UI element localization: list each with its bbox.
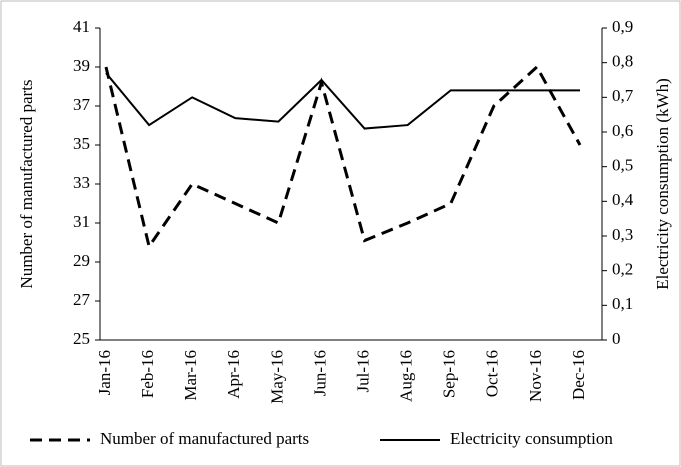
y-tick-label: 39 [73, 56, 90, 75]
y-tick-label: 35 [73, 134, 90, 153]
x-tick-label: Dec-16 [569, 350, 588, 400]
x-tick-label: Jul-16 [353, 350, 372, 393]
y2-tick-label: 0,5 [612, 156, 633, 175]
series-line [105, 72, 580, 130]
y2-tick-label: 0 [612, 329, 621, 348]
y2-axis-title: Electricity consumption (kWh) [653, 78, 672, 290]
x-tick-label: Jun-16 [310, 350, 329, 396]
y2-tick-label: 0,9 [612, 17, 633, 36]
y2-tick-label: 0,1 [612, 294, 633, 313]
y2-tick-label: 0,4 [612, 190, 634, 209]
x-tick-label: Apr-16 [224, 350, 243, 399]
x-tick-label: Sep-16 [440, 350, 459, 398]
y-tick-label: 41 [73, 17, 90, 36]
x-tick-label: Feb-16 [138, 350, 157, 398]
y-tick-label: 25 [73, 329, 90, 348]
x-tick-label: Oct-16 [483, 350, 502, 397]
x-tick-label: Aug-16 [397, 350, 416, 402]
y2-tick-label: 0,7 [612, 86, 634, 105]
x-tick-label: Nov-16 [526, 350, 545, 402]
y2-tick-label: 0,6 [612, 121, 633, 140]
series-line [104, 64, 582, 251]
y-tick-label: 31 [73, 212, 90, 231]
x-tick-label: Jan-16 [95, 350, 114, 395]
y-tick-label: 27 [73, 290, 91, 309]
legend-label: Number of manufactured parts [100, 429, 309, 448]
legend-label: Electricity consumption [450, 429, 613, 448]
y-tick-label: 29 [73, 251, 90, 270]
x-tick-label: May-16 [267, 350, 286, 404]
x-tick-label: Mar-16 [181, 350, 200, 401]
y2-tick-label: 0,3 [612, 225, 633, 244]
y2-tick-label: 0,2 [612, 260, 633, 279]
y2-tick-label: 0,8 [612, 52, 633, 71]
y-axis-title: Number of manufactured parts [17, 79, 36, 288]
y-tick-label: 33 [73, 173, 90, 192]
y-tick-label: 37 [73, 95, 91, 114]
